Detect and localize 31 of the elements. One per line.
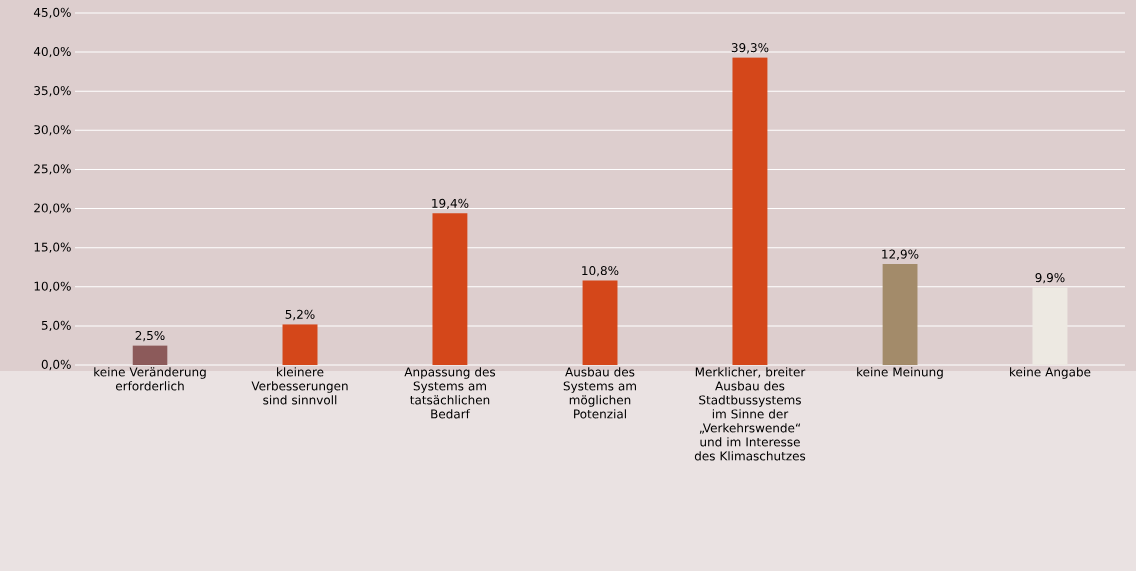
data-label: 2,5% — [135, 330, 165, 342]
y-tick-label: 20,0% — [34, 203, 71, 214]
data-label: 9,9% — [1035, 273, 1065, 284]
bar — [882, 264, 918, 365]
bar — [132, 345, 168, 365]
data-label: 5,2% — [285, 309, 315, 321]
bar — [582, 280, 618, 365]
y-tick-label: 15,0% — [34, 242, 71, 253]
y-tick-label: 45,0% — [33, 7, 71, 19]
y-tick-label: 25,0% — [34, 164, 71, 175]
x-tick-label: Anpassung des Systems am tatsächlichen Bedarf — [404, 367, 496, 419]
data-label: 19,4% — [432, 198, 469, 210]
y-tick-label: 30,0% — [34, 125, 71, 136]
bar — [282, 324, 318, 365]
x-tick-label: keine Meinung — [857, 367, 943, 379]
y-tick-label: 0,0% — [41, 359, 71, 371]
x-tick-label: keine Veränderung erforderlich — [94, 367, 206, 391]
bar — [432, 213, 468, 365]
x-tick-label: kleinere Verbesserungen sind sinnvoll — [251, 367, 348, 405]
bar — [732, 57, 768, 365]
x-tick-label: Merklicher, breiter Ausbau des Stadtbussystems im Sinne der „Verkehrswende“ und im Interesse des Klimaschutzes — [694, 367, 806, 461]
data-label: 39,3% — [731, 43, 769, 54]
data-label: 10,8% — [582, 266, 619, 277]
y-tick-label: 5,0% — [41, 320, 71, 332]
bar — [1032, 287, 1068, 365]
data-label: 12,9% — [882, 249, 919, 260]
x-tick-label: Ausbau des Systems am möglichen Potenzial — [563, 367, 636, 419]
y-tick-label: 35,0% — [34, 86, 71, 97]
x-tick-label: keine Angabe — [1010, 367, 1091, 379]
y-tick-label: 10,0% — [34, 281, 71, 292]
y-tick-label: 40,0% — [33, 46, 71, 58]
